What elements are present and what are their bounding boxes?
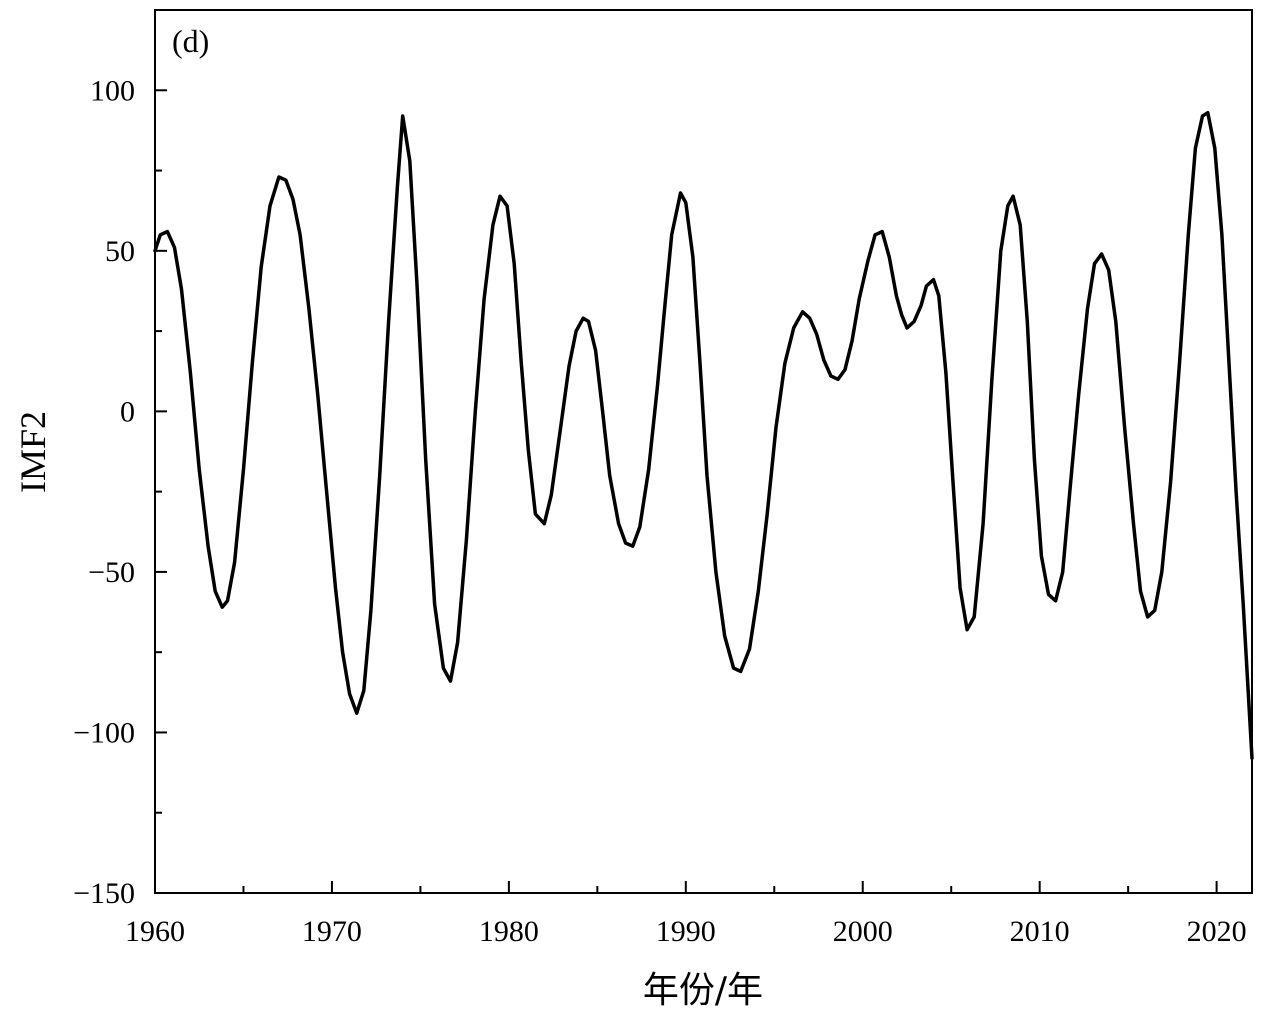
x-tick-label: 1960 — [125, 915, 185, 948]
y-tick-label: 50 — [105, 235, 135, 268]
x-tick-label: 2000 — [833, 915, 893, 948]
y-tick-label: −50 — [88, 556, 135, 589]
x-tick-label: 2020 — [1187, 915, 1247, 948]
ticks-group — [154, 89, 1218, 894]
panel-label: (d) — [172, 23, 209, 59]
y-tick-label: 100 — [90, 74, 135, 107]
y-axis-label: IMF2 — [13, 411, 53, 493]
y-tick-label: 0 — [120, 395, 135, 428]
plot-frame — [154, 9, 1253, 894]
x-tick-label: 1970 — [302, 915, 362, 948]
tick-labels-group: 1960 1970 1980 1990 2000 2010 2020 100 50 0 −50 −10… — [73, 74, 1247, 948]
x-axis-label: 年份/年 — [643, 970, 763, 1011]
y-tick-label: −150 — [73, 877, 135, 910]
x-tick-label: 2010 — [1010, 915, 1070, 948]
series-line — [153, 110, 1254, 760]
x-tick-label: 1980 — [479, 915, 539, 948]
x-tick-label: 1990 — [656, 915, 716, 948]
y-tick-label: −100 — [73, 716, 135, 749]
